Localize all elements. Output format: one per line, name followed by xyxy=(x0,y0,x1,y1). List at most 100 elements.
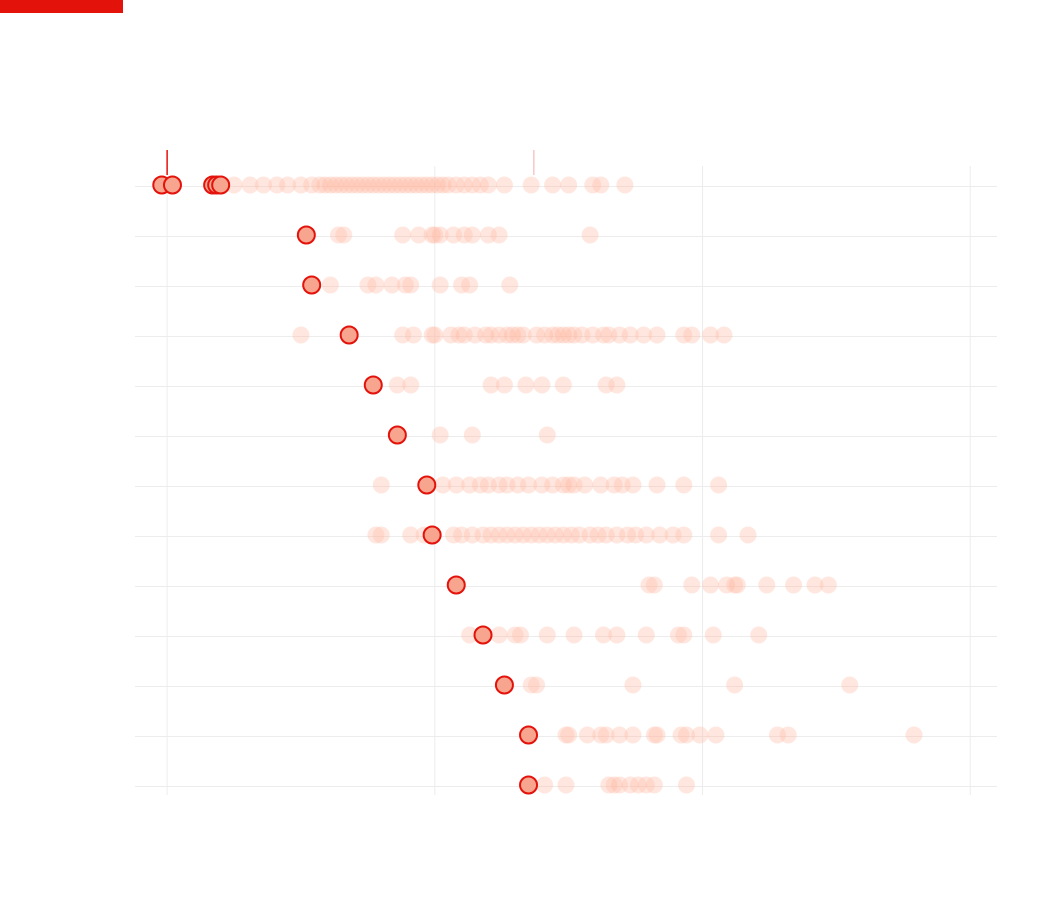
data-point xyxy=(594,326,612,344)
data-point xyxy=(292,326,310,344)
data-point xyxy=(710,526,728,544)
data-point xyxy=(279,176,297,194)
data-point xyxy=(501,276,519,294)
data-point xyxy=(359,276,377,294)
data-point xyxy=(546,526,564,544)
data-point xyxy=(715,326,733,344)
data-point xyxy=(675,476,693,494)
highlight-point xyxy=(211,175,231,195)
data-point xyxy=(592,176,610,194)
data-point xyxy=(608,626,626,644)
data-point xyxy=(402,526,420,544)
data-point xyxy=(511,626,529,644)
data-point xyxy=(514,326,532,344)
data-point xyxy=(445,526,463,544)
data-point xyxy=(645,726,663,744)
data-point xyxy=(394,326,412,344)
data-point xyxy=(718,576,736,594)
data-point xyxy=(337,176,355,194)
data-point xyxy=(592,726,610,744)
data-point xyxy=(750,626,768,644)
data-point xyxy=(412,176,430,194)
data-point xyxy=(608,376,626,394)
data-point xyxy=(463,426,481,444)
highlight-point xyxy=(302,275,322,295)
data-point xyxy=(664,526,682,544)
data-point xyxy=(359,176,377,194)
data-point xyxy=(605,776,623,794)
data-point xyxy=(621,326,639,344)
data-point xyxy=(445,226,463,244)
data-point xyxy=(627,526,645,544)
data-point xyxy=(461,276,479,294)
data-point xyxy=(490,526,508,544)
data-point xyxy=(544,326,562,344)
data-point xyxy=(335,226,353,244)
data-point xyxy=(495,176,513,194)
data-point xyxy=(471,476,489,494)
highlight-point xyxy=(339,325,359,345)
data-point xyxy=(605,476,623,494)
data-point xyxy=(624,726,642,744)
data-point xyxy=(726,676,744,694)
data-point xyxy=(463,226,481,244)
data-point xyxy=(455,326,473,344)
data-point xyxy=(332,176,350,194)
data-point xyxy=(533,476,551,494)
data-point xyxy=(557,726,575,744)
data-point xyxy=(637,526,655,544)
data-point xyxy=(479,176,497,194)
data-point xyxy=(292,176,310,194)
data-point xyxy=(372,526,390,544)
data-point xyxy=(530,526,548,544)
data-point xyxy=(383,276,401,294)
data-point xyxy=(584,176,602,194)
data-point xyxy=(677,776,695,794)
data-point xyxy=(573,326,591,344)
data-point xyxy=(455,226,473,244)
data-point xyxy=(581,526,599,544)
data-point xyxy=(648,726,666,744)
data-point xyxy=(554,526,572,544)
data-point xyxy=(447,476,465,494)
data-point xyxy=(321,176,339,194)
data-point xyxy=(394,226,412,244)
data-point xyxy=(592,476,610,494)
data-point xyxy=(423,176,441,194)
data-point xyxy=(477,326,495,344)
data-point xyxy=(785,576,803,594)
data-point xyxy=(522,676,540,694)
data-point xyxy=(490,226,508,244)
data-point xyxy=(370,176,388,194)
data-point xyxy=(434,476,452,494)
data-point xyxy=(372,476,390,494)
data-point xyxy=(841,676,859,694)
data-point xyxy=(426,226,444,244)
data-point xyxy=(554,476,572,494)
data-point xyxy=(471,176,489,194)
data-point xyxy=(268,176,286,194)
data-point xyxy=(482,526,500,544)
data-point xyxy=(635,326,653,344)
data-point xyxy=(503,326,521,344)
data-point xyxy=(367,526,385,544)
data-point xyxy=(538,426,556,444)
data-point xyxy=(348,176,366,194)
data-point xyxy=(702,576,720,594)
data-point xyxy=(576,476,594,494)
data-point xyxy=(396,276,414,294)
data-point xyxy=(316,176,334,194)
data-point xyxy=(616,176,634,194)
data-point xyxy=(637,626,655,644)
data-point xyxy=(560,326,578,344)
data-point xyxy=(311,176,329,194)
data-point xyxy=(645,576,663,594)
data-point xyxy=(560,176,578,194)
data-point xyxy=(463,176,481,194)
data-point xyxy=(418,176,436,194)
data-point xyxy=(509,326,527,344)
data-point xyxy=(597,526,615,544)
data-point xyxy=(225,176,243,194)
data-point xyxy=(402,376,420,394)
data-point xyxy=(461,476,479,494)
